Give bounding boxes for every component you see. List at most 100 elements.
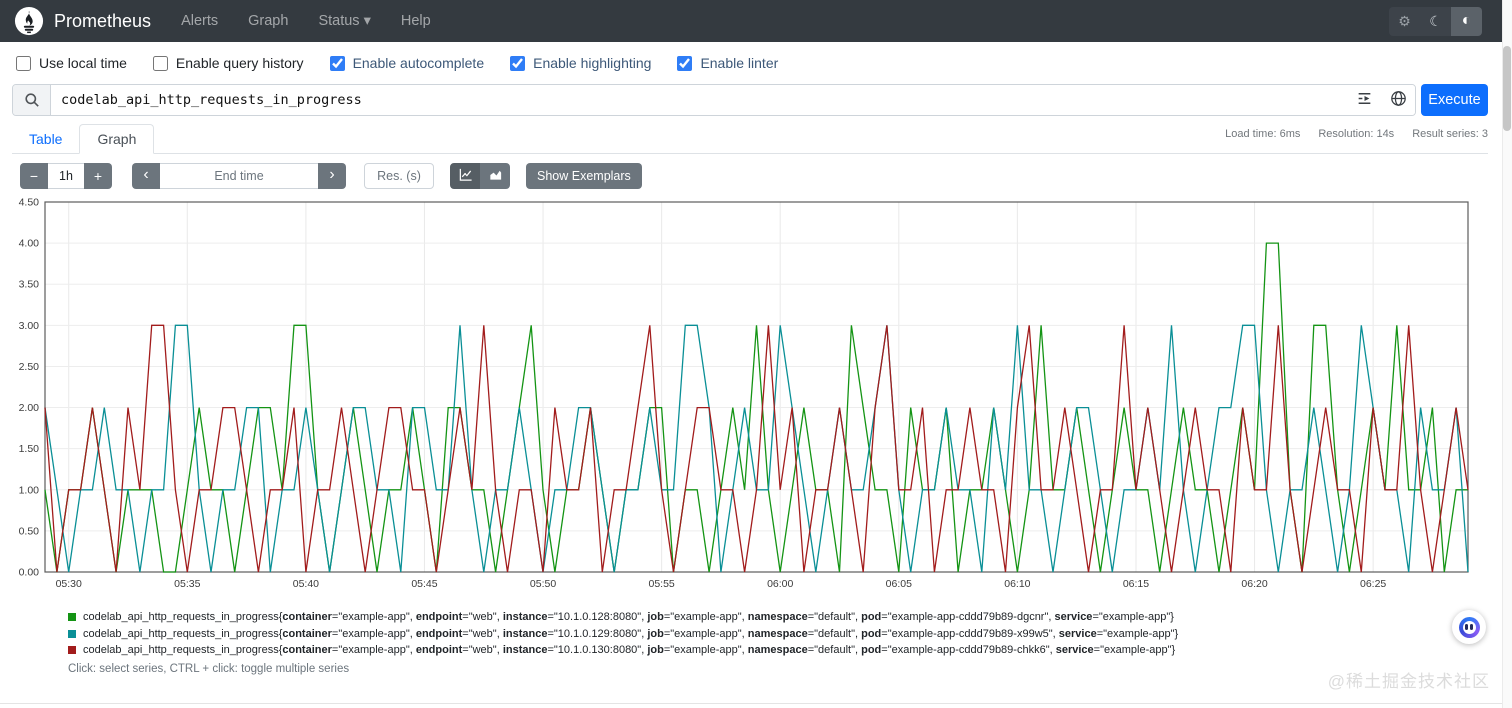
linter-checkbox[interactable] bbox=[677, 55, 693, 71]
resolution-input[interactable] bbox=[364, 163, 434, 189]
series-line-2[interactable] bbox=[44, 324, 1469, 573]
navbar: Prometheus Alerts Graph Status ▾ Help ⚙ ☾… bbox=[0, 0, 1512, 42]
range-stepper: − + bbox=[20, 163, 112, 189]
resolution-stat: Resolution: 14s bbox=[1318, 128, 1395, 140]
theme-auto-button[interactable]: ◐ bbox=[1451, 6, 1482, 36]
watermark: @稀土掘金技术社区 bbox=[1327, 672, 1490, 691]
decrease-range-button[interactable]: − bbox=[20, 163, 48, 189]
stacked-chart-button[interactable] bbox=[480, 163, 510, 189]
autocomplete-checkbox[interactable] bbox=[329, 55, 345, 71]
y-axis-tick-label: 2.50 bbox=[19, 361, 40, 373]
x-axis-tick-label: 06:15 bbox=[1123, 578, 1149, 590]
checkbox-use-local-time[interactable]: Use local time bbox=[16, 55, 127, 71]
x-axis-tick-label: 05:30 bbox=[56, 578, 82, 590]
brand-title: Prometheus bbox=[54, 10, 152, 31]
show-exemplars-button[interactable]: Show Exemplars bbox=[526, 163, 642, 189]
checkbox-query-history[interactable]: Enable query history bbox=[152, 55, 304, 71]
checkbox-highlighting[interactable]: Enable highlighting bbox=[510, 55, 651, 71]
series-swatch-icon bbox=[68, 613, 76, 621]
theme-dark-button[interactable]: ☾ bbox=[1420, 6, 1451, 36]
query-expression-input[interactable] bbox=[51, 85, 1347, 115]
use-local-time-checkbox[interactable] bbox=[16, 55, 31, 71]
y-axis-tick-label: 4.50 bbox=[19, 197, 40, 209]
increase-range-button[interactable]: + bbox=[84, 163, 112, 189]
scrollbar-track[interactable] bbox=[1502, 0, 1512, 708]
y-axis-tick-label: 1.00 bbox=[19, 484, 40, 496]
y-axis-tick-label: 3.50 bbox=[19, 279, 40, 291]
line-chart-icon bbox=[458, 167, 473, 185]
legend-item[interactable]: codelab_api_http_requests_in_progress{co… bbox=[68, 644, 1178, 656]
y-axis-tick-label: 3.00 bbox=[19, 320, 40, 332]
nav-item-help[interactable]: Help bbox=[400, 13, 431, 29]
gear-icon: ⚙ bbox=[1398, 12, 1411, 29]
checkbox-linter[interactable]: Enable linter bbox=[677, 55, 778, 71]
highlighting-checkbox[interactable] bbox=[510, 55, 526, 71]
range-input[interactable] bbox=[48, 163, 84, 189]
time-forward-button[interactable]: › bbox=[318, 163, 346, 189]
nav-item-graph[interactable]: Graph bbox=[248, 13, 289, 29]
series-label: codelab_api_http_requests_in_progress{co… bbox=[83, 644, 1176, 656]
tab-table[interactable]: Table bbox=[29, 131, 63, 147]
x-axis-tick-label: 05:35 bbox=[174, 578, 200, 590]
nav-links: Alerts Graph Status ▾ Help bbox=[181, 13, 431, 29]
stacked-chart-icon bbox=[488, 167, 503, 185]
query-input-group bbox=[12, 84, 1416, 116]
tab-graph[interactable]: Graph bbox=[79, 124, 155, 154]
x-axis-tick-label: 06:05 bbox=[886, 578, 912, 590]
assistant-widget-icon bbox=[1458, 616, 1480, 638]
nav-item-alerts[interactable]: Alerts bbox=[181, 13, 219, 29]
x-axis-tick-label: 06:20 bbox=[1241, 578, 1267, 590]
legend-item[interactable]: codelab_api_http_requests_in_progress{co… bbox=[68, 628, 1178, 640]
legend: codelab_api_http_requests_in_progress{co… bbox=[68, 611, 1178, 661]
legend-hint: Click: select series, CTRL + click: togg… bbox=[68, 663, 350, 675]
contrast-icon: ◐ bbox=[1461, 12, 1472, 29]
y-axis-tick-label: 1.50 bbox=[19, 443, 40, 455]
checkbox-autocomplete[interactable]: Enable autocomplete bbox=[329, 55, 484, 71]
time-back-button[interactable]: ‹ bbox=[132, 163, 160, 189]
x-axis-tick-label: 06:10 bbox=[1004, 578, 1030, 590]
series-label: codelab_api_http_requests_in_progress{co… bbox=[83, 611, 1174, 623]
plot-border bbox=[44, 201, 1469, 573]
brand-link[interactable]: Prometheus bbox=[14, 6, 151, 36]
theme-settings-button[interactable]: ⚙ bbox=[1389, 6, 1420, 36]
caret-down-icon: ▾ bbox=[363, 13, 371, 29]
end-time-input[interactable] bbox=[160, 163, 318, 189]
query-history-checkbox[interactable] bbox=[152, 55, 168, 71]
x-axis-tick-label: 05:55 bbox=[648, 578, 674, 590]
options-bar: Use local time Enable query history Enab… bbox=[0, 42, 1512, 84]
x-axis-tick-label: 06:00 bbox=[767, 578, 793, 590]
y-axis-tick-label: 4.00 bbox=[19, 238, 40, 250]
graph-controls: − + ‹ › bbox=[20, 163, 642, 189]
explain-query-button[interactable] bbox=[1381, 85, 1415, 115]
series-swatch-icon bbox=[68, 646, 76, 654]
bottom-divider bbox=[0, 703, 1502, 704]
chart-type-group bbox=[450, 163, 510, 189]
legend-item[interactable]: codelab_api_http_requests_in_progress{co… bbox=[68, 611, 1178, 623]
y-axis-tick-label: 2.00 bbox=[19, 402, 40, 414]
tabs-bar: Table Graph Load time: 6ms Resolution: 1… bbox=[12, 124, 1488, 154]
metrics-explorer-icon bbox=[1356, 90, 1373, 110]
x-axis-tick-label: 05:45 bbox=[411, 578, 437, 590]
series-label: codelab_api_http_requests_in_progress{co… bbox=[83, 627, 1179, 640]
y-axis-tick-label: 0.50 bbox=[19, 525, 40, 537]
scrollbar-thumb[interactable] bbox=[1503, 46, 1511, 131]
query-stats: Load time: 6ms Resolution: 14s Result se… bbox=[1225, 124, 1488, 153]
line-chart-button[interactable] bbox=[450, 163, 480, 189]
theme-toggle-group: ⚙ ☾ ◐ bbox=[1389, 6, 1482, 36]
nav-item-status[interactable]: Status ▾ bbox=[318, 13, 371, 29]
chart-area: 05:30 05:35 05:40 05:45 05:50 05:55 06:00 06:05… bbox=[5, 197, 1475, 595]
graph-canvas[interactable]: 05:30 05:35 05:40 05:45 05:50 05:55 06:00 06:05… bbox=[5, 197, 1475, 595]
y-axis-tick-label: 0.00 bbox=[19, 567, 40, 579]
series-swatch-icon bbox=[68, 629, 76, 638]
globe-icon bbox=[1390, 90, 1407, 110]
execute-button[interactable]: Execute bbox=[1421, 84, 1488, 116]
assistant-widget-button[interactable] bbox=[1452, 610, 1486, 644]
x-axis-tick-label: 06:25 bbox=[1360, 578, 1386, 590]
load-time-stat: Load time: 6ms bbox=[1225, 128, 1301, 140]
x-axis-tick-label: 05:40 bbox=[293, 578, 319, 590]
query-bar: Execute bbox=[12, 84, 1488, 116]
search-icon bbox=[13, 85, 51, 115]
x-axis-tick-label: 05:50 bbox=[530, 578, 556, 590]
metrics-explorer-button[interactable] bbox=[1347, 85, 1381, 115]
